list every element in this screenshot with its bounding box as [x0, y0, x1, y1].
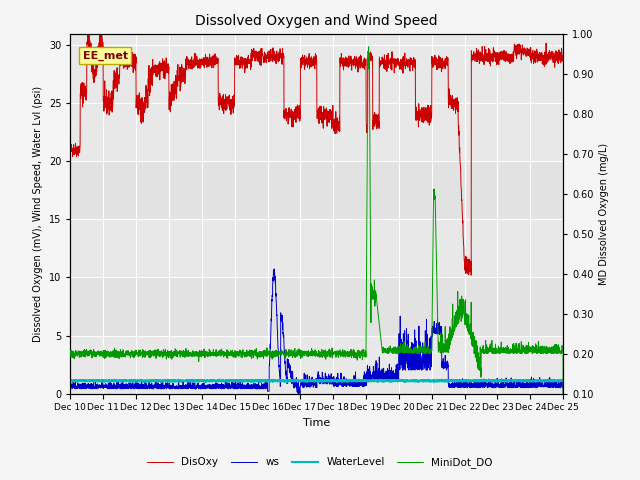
MiniDot_DO	[277, 350, 285, 356]
X-axis label: Time: Time	[303, 418, 330, 428]
MiniDot_DO	[550, 348, 557, 354]
Line: WaterLevel: WaterLevel	[70, 380, 563, 382]
Y-axis label: Dissolved Oxygen (mV), Wind Speed, Water Lvl (psi): Dissolved Oxygen (mV), Wind Speed, Water…	[33, 85, 44, 342]
WaterLevel	[497, 379, 504, 384]
DisOxy	[67, 145, 74, 151]
Text: EE_met: EE_met	[83, 51, 128, 61]
Bar	[70, 103, 563, 161]
MiniDot_DO	[497, 348, 504, 353]
Bar	[70, 277, 563, 336]
Bar	[70, 161, 563, 219]
ws	[152, 384, 160, 390]
ws	[123, 383, 131, 389]
MiniDot_DO	[67, 352, 74, 358]
WaterLevel	[559, 377, 567, 383]
DisOxy	[123, 62, 131, 68]
MiniDot_DO	[255, 353, 263, 359]
Line: MiniDot_DO: MiniDot_DO	[70, 47, 563, 394]
Bar	[70, 336, 563, 394]
WaterLevel	[256, 379, 264, 385]
DisOxy	[152, 63, 160, 69]
ws	[255, 386, 263, 392]
WaterLevel	[67, 378, 74, 384]
WaterLevel	[277, 379, 285, 384]
Legend: DisOxy, ws, WaterLevel, MiniDot_DO: DisOxy, ws, WaterLevel, MiniDot_DO	[143, 453, 497, 472]
Y-axis label: MD Dissolved Oxygen (mg/L): MD Dissolved Oxygen (mg/L)	[599, 143, 609, 285]
DisOxy	[559, 55, 567, 60]
DisOxy	[277, 54, 285, 60]
DisOxy	[497, 49, 504, 55]
ws	[497, 385, 504, 391]
WaterLevel	[152, 377, 160, 383]
ws	[277, 312, 285, 317]
MiniDot_DO	[365, 44, 372, 49]
ws	[559, 391, 567, 396]
WaterLevel	[430, 379, 438, 385]
MiniDot_DO	[152, 349, 160, 355]
Bar	[70, 34, 563, 103]
MiniDot_DO	[559, 391, 567, 396]
Title: Dissolved Oxygen and Wind Speed: Dissolved Oxygen and Wind Speed	[195, 14, 438, 28]
Line: ws: ws	[70, 269, 563, 394]
ws	[294, 391, 302, 396]
ws	[67, 381, 74, 386]
DisOxy	[256, 61, 264, 67]
WaterLevel	[550, 378, 557, 384]
WaterLevel	[215, 377, 223, 383]
DisOxy	[550, 52, 557, 58]
ws	[271, 266, 278, 272]
Line: DisOxy: DisOxy	[70, 28, 563, 275]
DisOxy	[467, 272, 475, 278]
ws	[550, 384, 557, 390]
Bar	[70, 219, 563, 277]
DisOxy	[96, 25, 104, 31]
WaterLevel	[123, 378, 131, 384]
MiniDot_DO	[123, 351, 131, 357]
